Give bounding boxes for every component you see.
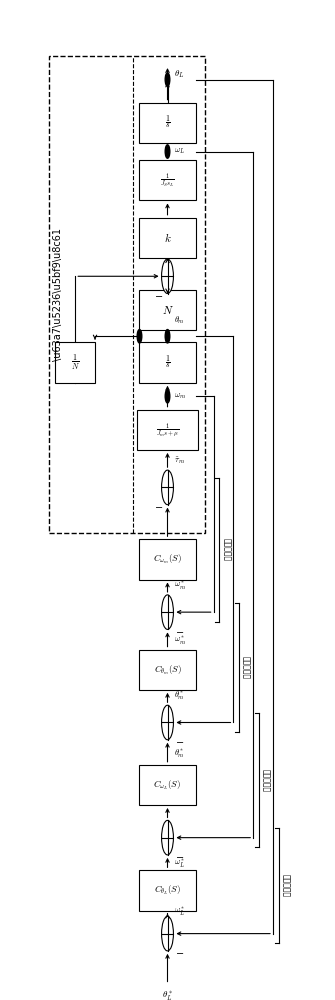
Text: $\frac{1}{J_S s_L}$: $\frac{1}{J_S s_L}$	[160, 171, 175, 189]
Circle shape	[165, 390, 170, 403]
Circle shape	[161, 595, 174, 629]
Text: $C_{\theta_L}(S)$: $C_{\theta_L}(S)$	[154, 884, 181, 897]
Text: $-$: $-$	[175, 851, 184, 861]
Circle shape	[165, 73, 170, 86]
Text: $\theta_m^*$: $\theta_m^*$	[174, 690, 185, 702]
Text: $N$: $N$	[161, 304, 174, 316]
Text: $\theta_m^*$: $\theta_m^*$	[174, 748, 185, 760]
Text: $\frac{1}{N}$: $\frac{1}{N}$	[71, 353, 80, 372]
Text: $-$: $-$	[154, 501, 163, 511]
FancyBboxPatch shape	[139, 218, 196, 258]
FancyBboxPatch shape	[139, 103, 196, 143]
Circle shape	[165, 330, 170, 343]
Text: $\theta_m$: $\theta_m$	[174, 314, 185, 326]
Text: $\theta_L^*$: $\theta_L^*$	[162, 989, 173, 1000]
Text: $-$: $-$	[175, 626, 184, 636]
Text: $\omega_L^*$: $\omega_L^*$	[174, 906, 185, 918]
FancyBboxPatch shape	[139, 870, 196, 911]
Text: $\omega_m^*$: $\omega_m^*$	[174, 580, 186, 592]
Circle shape	[161, 259, 174, 294]
Text: $\omega_m^*$: $\omega_m^*$	[174, 635, 186, 647]
Text: $-$: $-$	[154, 290, 163, 300]
Text: $C_{\omega_m}(S)$: $C_{\omega_m}(S)$	[153, 553, 182, 566]
Text: 电机速度环: 电机速度环	[222, 538, 231, 561]
FancyBboxPatch shape	[139, 539, 196, 580]
Text: $\tilde{\tau}_m$: $\tilde{\tau}_m$	[174, 455, 185, 466]
FancyBboxPatch shape	[139, 160, 196, 200]
FancyBboxPatch shape	[137, 410, 198, 450]
Circle shape	[161, 916, 174, 951]
FancyBboxPatch shape	[139, 765, 196, 805]
Circle shape	[161, 705, 174, 740]
Circle shape	[137, 330, 142, 343]
Text: $\omega_m$: $\omega_m$	[174, 392, 186, 401]
Circle shape	[161, 820, 174, 855]
Circle shape	[165, 145, 170, 158]
Text: $\frac{1}{J_m s+\mu}$: $\frac{1}{J_m s+\mu}$	[156, 421, 179, 439]
Text: $\frac{1}{s}$: $\frac{1}{s}$	[164, 114, 171, 131]
Text: 电机位置环: 电机位置环	[242, 656, 251, 679]
Text: $\omega_L^*$: $\omega_L^*$	[174, 858, 185, 870]
FancyBboxPatch shape	[139, 290, 196, 330]
Text: \u63a7\u5236\u5bf9\u8c61: \u63a7\u5236\u5bf9\u8c61	[53, 228, 63, 361]
Circle shape	[161, 470, 174, 505]
Text: $\frac{1}{s}$: $\frac{1}{s}$	[164, 354, 171, 371]
Text: $-$: $-$	[175, 736, 184, 746]
Text: $\theta_L$: $\theta_L$	[174, 68, 184, 80]
Text: 负载速度环: 负载速度环	[261, 769, 270, 792]
Text: $-$: $-$	[175, 947, 184, 957]
FancyBboxPatch shape	[139, 342, 196, 383]
FancyBboxPatch shape	[56, 342, 95, 383]
Text: $C_{\omega_L}(S)$: $C_{\omega_L}(S)$	[153, 778, 182, 792]
Text: $k$: $k$	[164, 231, 171, 244]
FancyBboxPatch shape	[139, 650, 196, 690]
Text: $C_{\theta_m}(S)$: $C_{\theta_m}(S)$	[153, 663, 182, 677]
Text: 负载位置环: 负载位置环	[281, 874, 290, 897]
Text: $\omega_L$: $\omega_L$	[174, 147, 185, 156]
